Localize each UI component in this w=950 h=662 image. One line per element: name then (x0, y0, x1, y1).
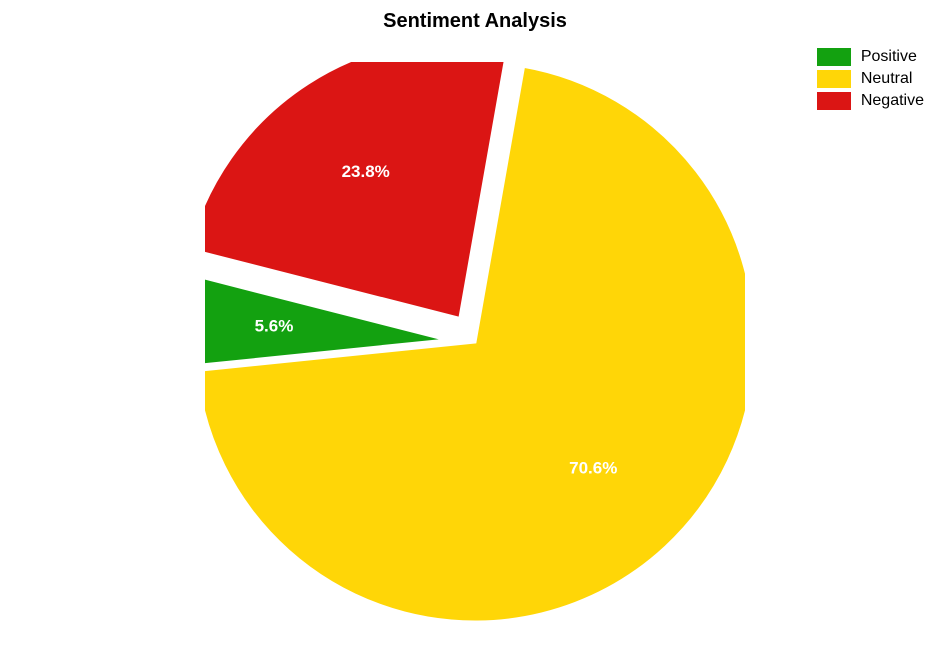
legend-label-negative: Negative (861, 92, 924, 110)
legend-swatch-negative (817, 92, 851, 110)
legend-item-neutral: Neutral (817, 70, 924, 88)
pie-svg: 23.8% 5.6% 70.6% (205, 62, 745, 622)
legend-label-neutral: Neutral (861, 70, 913, 88)
legend-label-positive: Positive (861, 48, 917, 66)
legend-swatch-positive (817, 48, 851, 66)
chart-legend: Positive Neutral Negative (817, 48, 924, 114)
sentiment-pie-chart: Sentiment Analysis 23.8% 5.6% 70.6% Positi… (0, 0, 950, 662)
legend-item-positive: Positive (817, 48, 924, 66)
pie-label-negative: 23.8% (342, 162, 390, 181)
pie-slice-negative (205, 62, 508, 318)
pie-label-neutral: 70.6% (569, 459, 617, 478)
pie-label-positive: 5.6% (255, 317, 294, 336)
legend-swatch-neutral (817, 70, 851, 88)
legend-item-negative: Negative (817, 92, 924, 110)
chart-title: Sentiment Analysis (383, 10, 567, 33)
